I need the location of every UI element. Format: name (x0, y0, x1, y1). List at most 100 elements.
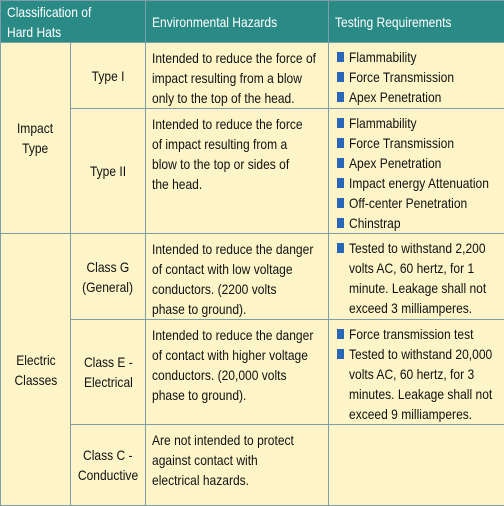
text: Classification of (7, 2, 91, 22)
text-line: Intended to reduce the force of (152, 48, 328, 68)
text: (General) (83, 277, 134, 297)
text: of contact with low voltage (152, 259, 293, 279)
text-line: Chinstrap (349, 213, 504, 233)
bullet (337, 349, 344, 359)
requirements (329, 425, 504, 506)
text-line: volts AC, 60 hertz, for 3 (349, 364, 504, 384)
text-line: Apex Penetration (349, 153, 504, 173)
bullet (337, 52, 344, 62)
text: Environmental Hazards (152, 12, 277, 32)
text: conductors. (2200 volts (152, 279, 276, 299)
text: Electric (16, 350, 55, 370)
text: impact resulting from a blow (152, 68, 302, 88)
requirement-item: Force Transmission (335, 133, 504, 153)
text-line: Classification of (7, 2, 145, 22)
text-line: impact resulting from a blow (152, 68, 328, 88)
text-line: the head. (152, 174, 328, 194)
text: of contact with higher voltage (152, 345, 308, 365)
text: Force transmission test (349, 324, 473, 344)
text-line: phase to ground). (152, 385, 328, 405)
text-line: of contact with higher voltage (152, 345, 328, 365)
requirement-item: Force Transmission (335, 67, 504, 87)
text-line: Electric (1, 350, 70, 370)
text: Impact (17, 118, 53, 138)
text-line: conductors. (2200 volts (152, 279, 328, 299)
bullet (337, 243, 344, 253)
text-line: phase to ground). (152, 299, 328, 319)
text: electrical hazards. (152, 470, 249, 490)
text: phase to ground). (152, 299, 246, 319)
text: volts AC, 60 hertz, for 1 (349, 258, 474, 278)
text-line: minute. Leakage shall not (349, 278, 504, 298)
text-line: Electrical (71, 372, 145, 392)
text: Force Transmission (349, 67, 454, 87)
requirement-item: Off-center Penetration (335, 193, 504, 213)
text: Impact energy Attenuation (349, 173, 489, 193)
text-line: Class E - (71, 352, 145, 372)
bullet (337, 118, 344, 128)
text-line: exceed 3 milliamperes. (349, 298, 504, 318)
bullet (337, 218, 344, 228)
text: of impact resulting from a (152, 134, 287, 154)
text: Tested to withstand 2,200 (349, 238, 486, 258)
requirement-item: Apex Penetration (335, 153, 504, 173)
text-line: of impact resulting from a (152, 134, 328, 154)
text: Conductive (78, 465, 138, 485)
text-line: Impact energy Attenuation (349, 173, 504, 193)
text: minute. Leakage shall not (349, 278, 486, 298)
bullet (337, 92, 344, 102)
bullet (337, 198, 344, 208)
text: volts AC, 60 hertz, for 3 (349, 364, 474, 384)
text: Intended to reduce the force of (152, 48, 316, 68)
text: Force Transmission (349, 133, 454, 153)
text: the head. (152, 174, 202, 194)
requirement-item: Impact energy Attenuation (335, 173, 504, 193)
text: Electrical (84, 372, 133, 392)
text-line: Type II (71, 161, 145, 181)
text: exceed 3 milliamperes. (349, 298, 472, 318)
text-line: exceed 9 milliamperes. (349, 404, 504, 424)
requirement-item: Apex Penetration (335, 87, 504, 107)
text: Flammability (349, 113, 417, 133)
row-name: Class G(General) (71, 234, 146, 320)
requirement-item: Force transmission test (335, 324, 504, 344)
row-name: Type I (71, 43, 146, 109)
text-line: conductors. (20,000 volts (152, 365, 328, 385)
text: Testing Requirements (335, 12, 451, 32)
text: Type I (92, 66, 125, 86)
text-line: Intended to reduce the force (152, 114, 328, 134)
text-line: Class C - (71, 445, 145, 465)
text: minutes. Leakage shall not (349, 384, 492, 404)
row-name: Class C -Conductive (71, 425, 146, 506)
text: Class E - (84, 352, 133, 372)
text-line: minutes. Leakage shall not (349, 384, 504, 404)
text-line: volts AC, 60 hertz, for 1 (349, 258, 504, 278)
header-cell: Environmental Hazards (146, 1, 329, 43)
text-line: against contact with (152, 450, 328, 470)
text: Apex Penetration (349, 87, 441, 107)
row-name: Type II (71, 109, 146, 234)
bullet (337, 138, 344, 148)
text: Are not intended to protect (152, 430, 294, 450)
text: Chinstrap (349, 213, 401, 233)
text-line: Force transmission test (349, 324, 504, 344)
text-line: (General) (71, 277, 145, 297)
bullet (337, 178, 344, 188)
text-line: electrical hazards. (152, 470, 328, 490)
table-row: Class E -Electrical Intended to reduce th… (1, 320, 504, 425)
text-line: only to the top of the head. (152, 88, 328, 108)
text-line: of contact with low voltage (152, 259, 328, 279)
text-line: Classes (1, 370, 70, 390)
text: Intended to reduce the danger (152, 325, 313, 345)
